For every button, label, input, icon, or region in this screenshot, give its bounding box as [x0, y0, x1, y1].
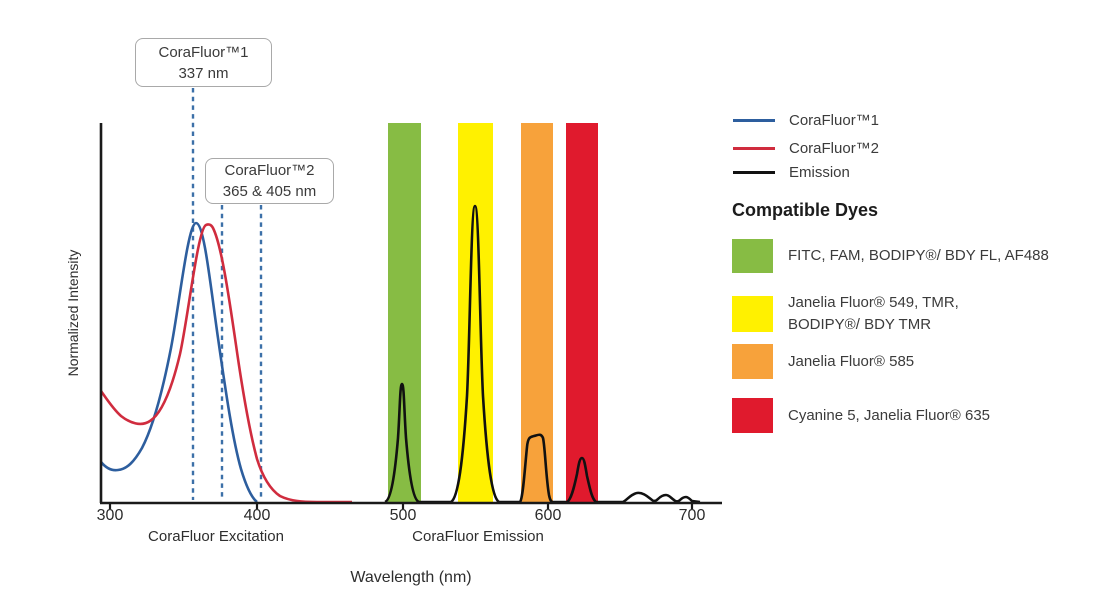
emission-band-red — [566, 123, 598, 503]
orange-dye-swatch — [732, 344, 773, 379]
dye-label-red: Cyanine 5, Janelia Fluor® 635 — [788, 406, 991, 424]
x-tick-label-300: 300 — [96, 507, 124, 524]
x-axis-label: Wavelength (nm) — [350, 569, 472, 586]
corafluor2-line-swatch — [733, 146, 775, 150]
x-tick-label-700: 700 — [678, 507, 706, 524]
red-dye-swatch — [732, 398, 773, 433]
x-tick-label-500: 500 — [389, 507, 417, 524]
excitation-section-caption: CoraFluor Excitation — [148, 528, 284, 545]
compatible-dyes-title: Compatible Dyes — [732, 200, 879, 220]
emission-line-swatch — [733, 170, 775, 174]
emission-curve — [384, 204, 701, 504]
dye-row-green: FITC, FAM, BODIPY®/ BDY FL, AF488 — [732, 239, 1049, 273]
x-tick-label-600: 600 — [534, 507, 562, 524]
dye-row-yellow: Janelia Fluor® 549, TMR, BODIPY®/ BDY TM… — [732, 292, 959, 336]
legend-label-emission: Emission — [789, 163, 850, 181]
callout-corafluor1-337nm: CoraFluor™1 337 nm — [135, 38, 272, 87]
dye-row-orange: Janelia Fluor® 585 — [732, 344, 914, 379]
callout-corafluor2-wavelength: 365 & 405 nm — [222, 183, 317, 200]
x-tick-label-400: 400 — [243, 507, 271, 524]
emission-section-caption: CoraFluor Emission — [412, 528, 544, 545]
y-axis-label: Normalized Intensity — [65, 249, 81, 377]
callout-corafluor2-365-405nm: CoraFluor™2 365 & 405 nm — [205, 158, 334, 204]
yellow-dye-swatch — [732, 296, 773, 332]
legend-item-emission: Emission — [733, 163, 850, 181]
callout-corafluor2-name: CoraFluor™2 — [224, 162, 315, 179]
dye-row-red: Cyanine 5, Janelia Fluor® 635 — [732, 398, 990, 433]
callout-corafluor1-name: CoraFluor™1 — [158, 43, 249, 61]
callout-corafluor1-wavelength: 337 nm — [178, 64, 229, 82]
corafluor1-excitation-curve — [100, 221, 258, 504]
emission-band-green — [388, 123, 421, 503]
legend-item-corafluor2: CoraFluor™2 — [733, 139, 880, 157]
dye-label-yellow: Janelia Fluor® 549, TMR, BODIPY®/ BDY TM… — [788, 294, 959, 333]
legend-label-corafluor2: CoraFluor™2 — [789, 139, 880, 157]
corafluor2-excitation-curve — [99, 223, 352, 504]
dye-label-green: FITC, FAM, BODIPY®/ BDY FL, AF488 — [788, 247, 1049, 264]
green-dye-swatch — [732, 239, 773, 273]
emission-band-orange — [521, 123, 553, 503]
legend-item-corafluor1: CoraFluor™1 — [733, 111, 880, 129]
dye-label-orange: Janelia Fluor® 585 — [788, 352, 915, 370]
corafluor1-line-swatch — [733, 118, 775, 122]
legend-label-corafluor1: CoraFluor™1 — [789, 111, 880, 129]
